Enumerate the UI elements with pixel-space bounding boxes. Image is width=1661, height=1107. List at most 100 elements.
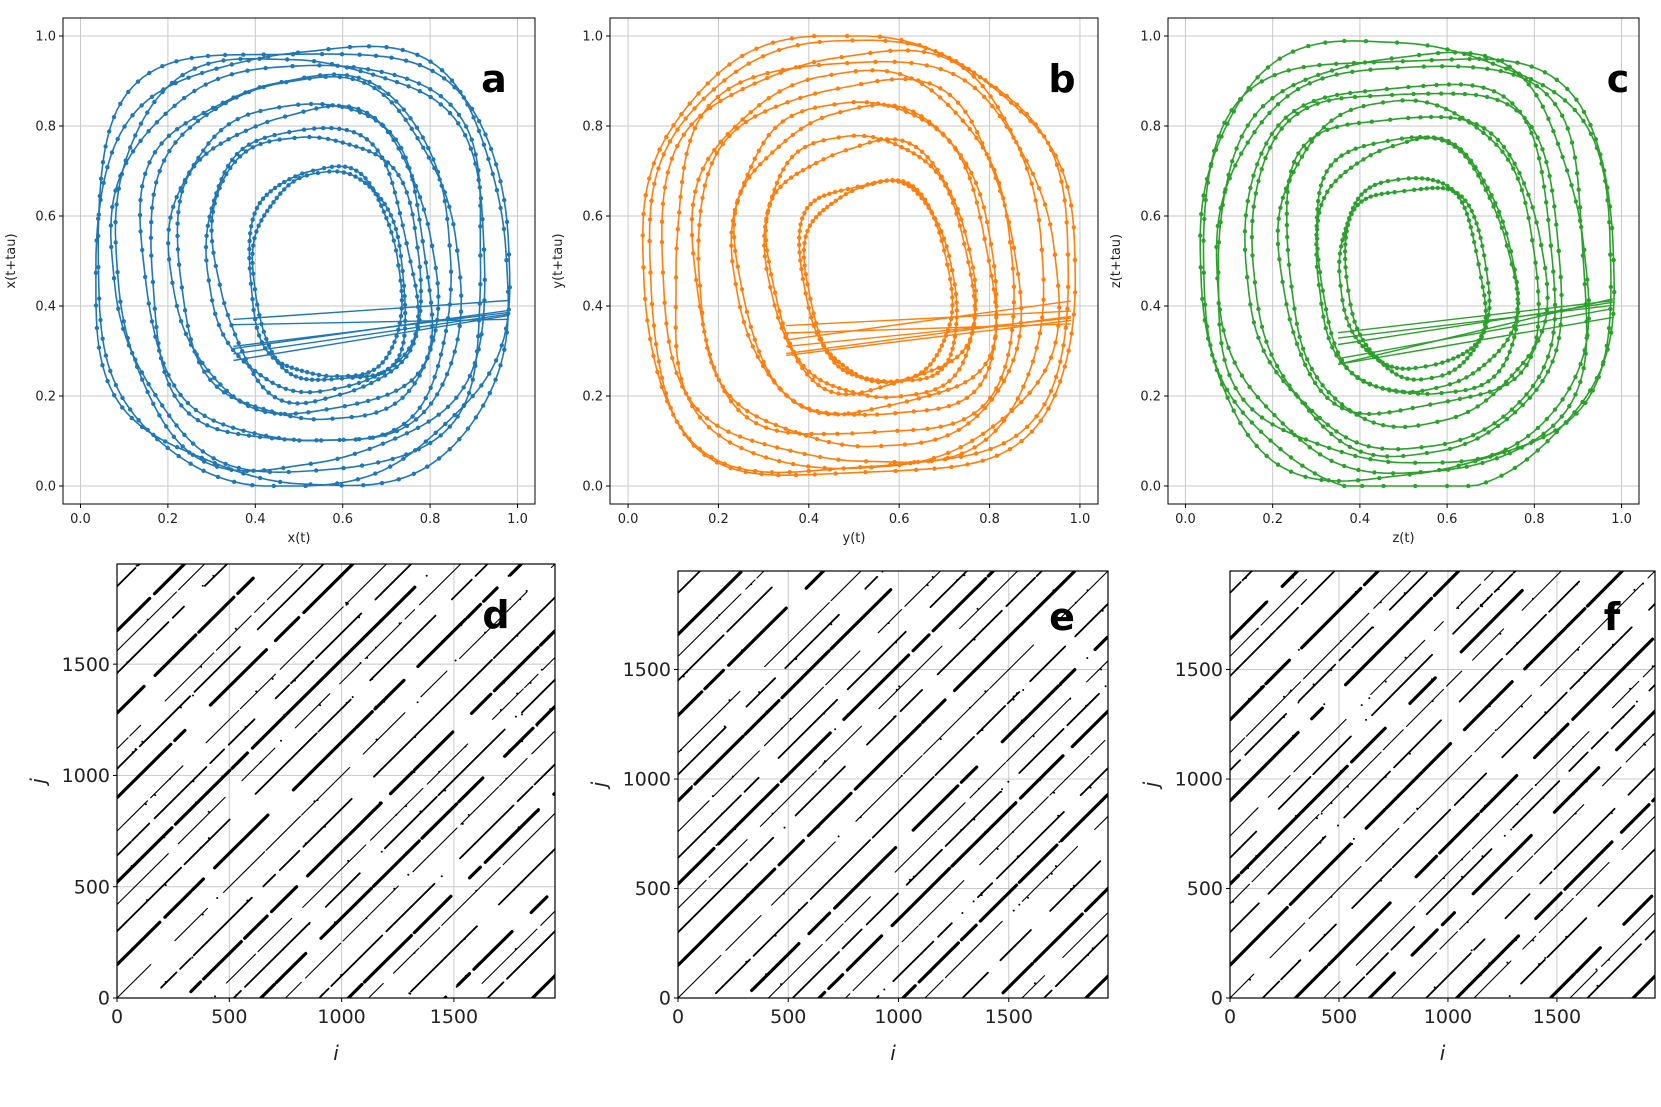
data-point [905, 48, 911, 53]
data-point [1493, 200, 1498, 206]
data-point [1539, 169, 1545, 175]
data-point [993, 175, 998, 181]
data-point [438, 433, 443, 438]
data-point [838, 110, 843, 115]
data-point [267, 139, 272, 144]
data-point [1402, 188, 1407, 194]
recurrence-segment [412, 827, 458, 873]
data-point [798, 95, 803, 101]
data-point [428, 401, 434, 406]
data-point [1414, 136, 1420, 142]
series-points [209, 134, 424, 406]
data-point [113, 220, 118, 225]
data-point [490, 171, 495, 177]
recurrence-dot [1297, 895, 1300, 898]
data-point [133, 133, 138, 138]
recurrence-dot [441, 640, 444, 643]
recurrence-segment [456, 972, 472, 987]
x-axis: 0 500 1000 1500 [111, 998, 478, 1028]
recurrence-dot [345, 701, 348, 704]
recurrence-dot [201, 913, 204, 916]
data-point [234, 95, 239, 100]
recurrence-segment [150, 765, 184, 799]
data-point [212, 375, 217, 381]
recurrence-dot [1266, 600, 1269, 603]
data-point [971, 187, 976, 192]
recurrence-segment [678, 726, 727, 776]
data-point [1588, 122, 1593, 128]
data-point [748, 324, 753, 329]
data-point [1367, 411, 1372, 417]
data-point [1498, 68, 1504, 74]
recurrence-segment [1462, 680, 1514, 732]
data-point [779, 325, 784, 331]
data-point [1306, 43, 1311, 49]
data-point [317, 135, 322, 140]
data-point [1456, 64, 1461, 69]
data-point [459, 293, 464, 298]
data-point [1315, 441, 1320, 446]
data-point [1391, 424, 1396, 429]
recurrence-segment [1230, 759, 1241, 772]
data-point [938, 424, 943, 429]
data-point [1468, 51, 1473, 56]
data-point [1423, 135, 1428, 140]
data-point [1386, 459, 1391, 464]
recurrence-segment [920, 698, 947, 725]
data-point [679, 376, 684, 382]
data-point [935, 370, 940, 376]
data-point [821, 343, 827, 349]
data-point [1481, 253, 1487, 258]
recurrence-dot [1001, 740, 1004, 743]
data-point [381, 92, 386, 98]
data-layer [678, 571, 1108, 998]
recurrence-dot [514, 715, 517, 718]
data-point [802, 144, 808, 150]
data-point [371, 188, 376, 193]
data-point [218, 141, 223, 146]
recurrence-segment [339, 662, 362, 685]
recurrence-dot [207, 837, 210, 840]
data-point [505, 289, 511, 294]
data-point [836, 364, 841, 369]
data-point [777, 458, 782, 464]
data-point [927, 81, 932, 86]
data-point [504, 330, 510, 335]
recurrence-segment [531, 731, 555, 755]
data-point [1342, 483, 1347, 489]
data-point [147, 160, 152, 165]
data-point [166, 133, 172, 138]
data-point [379, 69, 384, 75]
data-point [1602, 168, 1607, 173]
recurrence-segment [1548, 580, 1580, 613]
recurrence-dot [1632, 913, 1635, 916]
data-point [1247, 384, 1252, 390]
data-point [1457, 116, 1462, 122]
data-point [1586, 298, 1592, 303]
data-point [1398, 408, 1403, 413]
recurrence-dot [419, 810, 422, 813]
data-point [428, 385, 433, 390]
data-point [832, 189, 838, 195]
x-axis: 0 500 1000 1500 [1224, 998, 1581, 1028]
recurrence-dot [1097, 803, 1100, 806]
data-point [147, 70, 152, 76]
recurrence-segment [1021, 975, 1046, 998]
data-point [1474, 221, 1479, 226]
data-point [340, 140, 345, 145]
recurrence-segment [274, 951, 308, 985]
recurrence-segment [301, 766, 351, 816]
recurrence-dot [1633, 588, 1636, 591]
data-point [862, 412, 868, 417]
data-point [962, 229, 967, 234]
data-point [1606, 326, 1612, 331]
data-point [1072, 257, 1078, 263]
data-point [358, 177, 363, 182]
data-point [1429, 114, 1434, 120]
data-point [959, 217, 964, 222]
data-point [1484, 94, 1490, 100]
data-point [771, 378, 776, 383]
data-point [1466, 118, 1471, 124]
data-point [1580, 253, 1586, 258]
data-point [772, 290, 778, 295]
